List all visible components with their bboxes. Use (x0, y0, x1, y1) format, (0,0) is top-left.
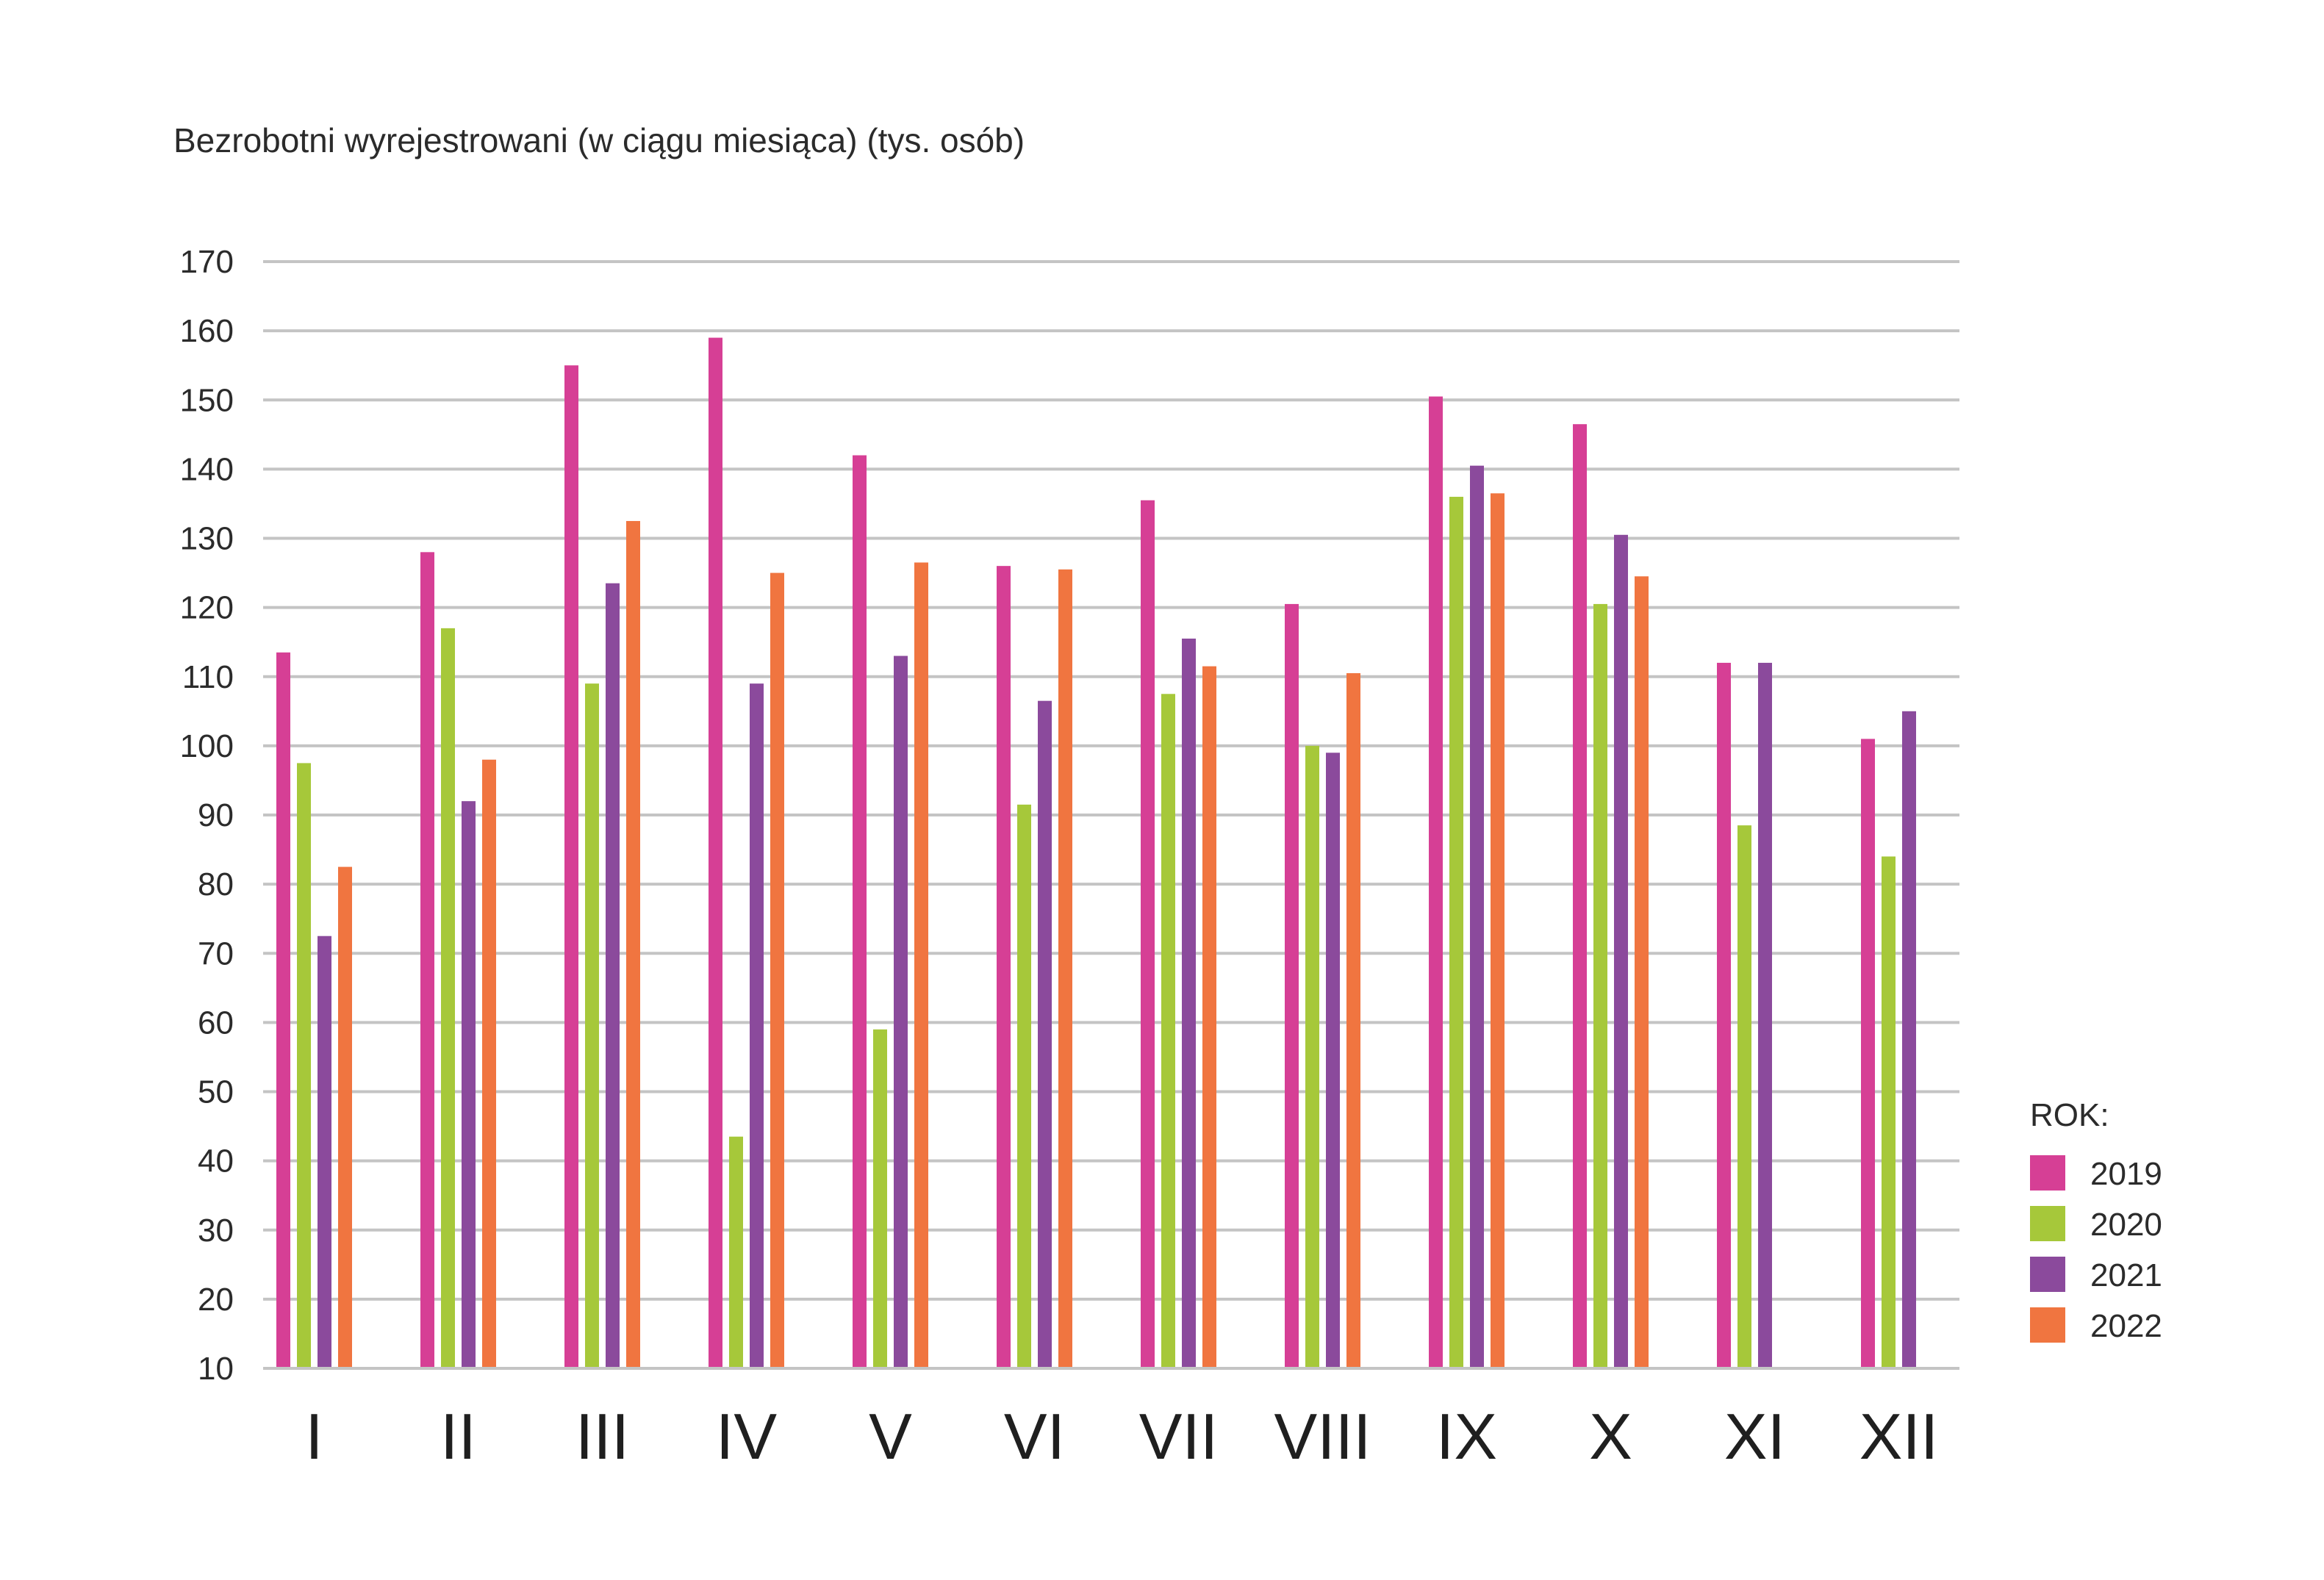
bar-I-2021 (318, 936, 331, 1368)
y-tick-label: 170 (180, 244, 234, 280)
legend-title: ROK: (2030, 1097, 2109, 1133)
bar-IX-2022 (1491, 493, 1504, 1368)
bar-V-2020 (873, 1029, 887, 1368)
legend-swatch-2019 (2030, 1155, 2065, 1191)
y-tick-label: 60 (198, 1005, 234, 1041)
bar-VIII-2021 (1326, 753, 1340, 1368)
y-tick-label: 110 (182, 659, 234, 695)
bar-V-2021 (894, 656, 908, 1368)
bar-XII-2020 (1882, 856, 1896, 1368)
x-tick-label: XII (1859, 1400, 1939, 1473)
bar-IV-2022 (770, 572, 784, 1368)
bar-XII-2019 (1861, 739, 1875, 1368)
x-tick-label: VI (1004, 1400, 1065, 1473)
bar-XII-2021 (1902, 711, 1916, 1368)
bar-I-2020 (297, 763, 311, 1368)
y-tick-label: 130 (180, 521, 234, 557)
y-tick-label: 10 (198, 1351, 234, 1387)
bar-XI-2021 (1758, 662, 1772, 1368)
x-tick-label: X (1589, 1400, 1632, 1473)
y-tick-label: 70 (198, 936, 234, 972)
bar-III-2021 (606, 583, 620, 1368)
y-tick-label: 50 (198, 1074, 234, 1110)
bar-III-2019 (564, 365, 578, 1368)
legend-swatch-2022 (2030, 1307, 2065, 1343)
bars (263, 337, 1959, 1370)
bar-VII-2020 (1161, 694, 1175, 1368)
legend: ROK: 2019 2020 2021 2022 (2030, 1097, 2162, 1344)
bar-X-2022 (1635, 576, 1649, 1368)
y-tick-label: 140 (180, 451, 234, 487)
legend-label-2022: 2022 (2090, 1308, 2162, 1344)
bar-VIII-2022 (1346, 673, 1360, 1368)
x-tick-label: I (305, 1400, 323, 1473)
x-tick-label: IV (716, 1400, 777, 1473)
legend-label-2020: 2020 (2090, 1207, 2162, 1243)
bar-II-2020 (441, 628, 455, 1368)
y-tick-label: 120 (180, 590, 234, 626)
bar-II-2022 (482, 759, 496, 1368)
y-tick-label: 90 (198, 797, 234, 833)
bar-VII-2019 (1141, 500, 1155, 1369)
bar-III-2022 (626, 520, 640, 1368)
bar-VII-2021 (1182, 638, 1196, 1368)
legend-label-2021: 2021 (2090, 1257, 2162, 1293)
bar-VIII-2019 (1285, 603, 1299, 1369)
x-tick-label: III (575, 1400, 629, 1473)
x-tick-label: V (869, 1400, 912, 1473)
bar-IV-2019 (709, 337, 722, 1369)
bar-VI-2022 (1058, 569, 1072, 1369)
y-tick-label: 160 (180, 313, 234, 349)
bar-IV-2021 (750, 683, 764, 1368)
y-tick-label: 20 (198, 1282, 234, 1318)
x-tick-label: VII (1139, 1400, 1219, 1473)
chart-title: Bezrobotni wyrejestrowani (w ciągu miesi… (173, 121, 1025, 159)
bar-I-2019 (276, 652, 290, 1368)
bar-XI-2019 (1717, 662, 1731, 1368)
bar-XI-2020 (1737, 825, 1751, 1368)
bar-VI-2020 (1017, 804, 1031, 1368)
y-tick-label: 80 (198, 866, 234, 902)
bar-VII-2022 (1202, 666, 1216, 1368)
bar-IX-2020 (1449, 497, 1463, 1368)
gridlines (263, 260, 1959, 1370)
x-axis-ticks: I II III IV V VI VII VIII IX X XI XII (305, 1400, 1938, 1473)
bar-III-2020 (585, 683, 599, 1368)
bar-IV-2020 (729, 1136, 743, 1368)
bar-X-2020 (1593, 603, 1607, 1369)
bar-X-2021 (1614, 534, 1628, 1369)
y-tick-label: 40 (198, 1143, 234, 1179)
bar-VI-2019 (997, 566, 1011, 1368)
legend-swatch-2021 (2030, 1257, 2065, 1292)
legend-label-2019: 2019 (2090, 1156, 2162, 1192)
y-tick-label: 150 (180, 382, 234, 418)
x-tick-label: XI (1724, 1400, 1785, 1473)
y-tick-label: 100 (180, 728, 234, 764)
bar-I-2022 (338, 866, 352, 1368)
legend-swatch-2020 (2030, 1206, 2065, 1241)
bar-II-2021 (462, 801, 476, 1368)
x-tick-label: VIII (1274, 1400, 1371, 1473)
bar-IX-2021 (1470, 465, 1484, 1369)
bar-X-2019 (1573, 424, 1587, 1368)
bar-VI-2021 (1038, 700, 1052, 1368)
bar-V-2022 (914, 562, 928, 1368)
y-tick-label: 30 (198, 1213, 234, 1249)
bar-V-2019 (853, 455, 867, 1368)
x-tick-label: IX (1436, 1400, 1497, 1473)
bar-VIII-2020 (1305, 745, 1319, 1368)
x-tick-label: II (440, 1400, 476, 1473)
bar-II-2019 (420, 552, 434, 1369)
bar-IX-2019 (1429, 396, 1443, 1369)
y-axis-ticks: 10 20 30 40 50 60 70 80 90 100 110 120 130 140 150 160 1… (180, 244, 234, 1387)
